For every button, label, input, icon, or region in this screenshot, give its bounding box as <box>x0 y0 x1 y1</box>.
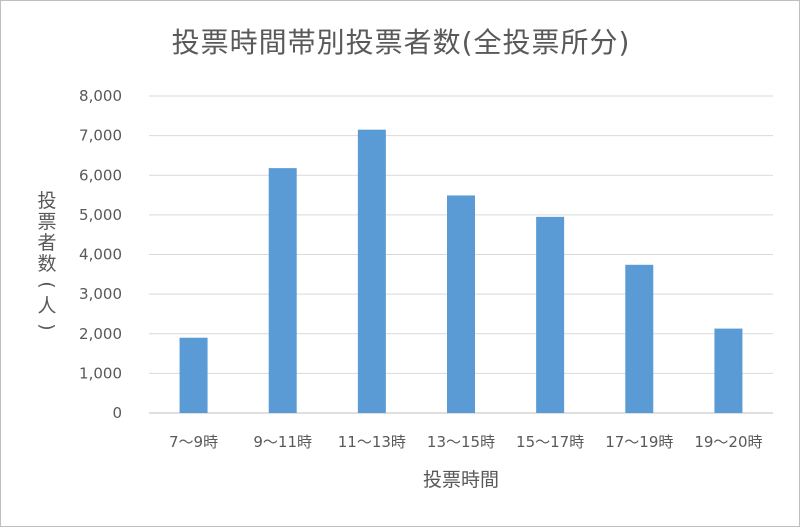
bar <box>714 328 743 413</box>
bar <box>268 168 297 413</box>
bar <box>179 337 208 413</box>
y-tick-label: 0 <box>112 404 122 422</box>
y-tick-label: 7,000 <box>79 127 122 145</box>
y-axis-label-char: ( <box>36 281 58 288</box>
x-axis-label: 投票時間 <box>423 469 499 491</box>
bar <box>625 264 654 413</box>
bar <box>536 216 565 413</box>
y-tick-label: 6,000 <box>79 166 122 184</box>
bar <box>357 129 386 413</box>
y-tick-label: 4,000 <box>79 246 122 264</box>
x-tick-label: 7～9時 <box>169 433 218 451</box>
x-tick-label: 11～13時 <box>338 433 406 451</box>
x-tick-label: 13～15時 <box>427 433 495 451</box>
y-tick-label: 1,000 <box>79 364 122 382</box>
y-tick-label: 3,000 <box>79 285 122 303</box>
y-tick-label: 5,000 <box>79 206 122 224</box>
y-axis-label-char: 票 <box>37 211 56 233</box>
bar <box>447 195 475 413</box>
x-tick-label: 17～19時 <box>605 433 673 451</box>
y-axis-label-char: 数 <box>37 253 56 275</box>
x-tick-label: 9～11時 <box>253 433 312 451</box>
x-tick-label: 19～20時 <box>694 433 762 451</box>
y-axis-label-char: 投 <box>37 190 56 212</box>
y-axis-label-char: ) <box>36 323 58 330</box>
y-tick-label: 8,000 <box>79 87 122 105</box>
y-axis-label-char: 者 <box>37 232 56 254</box>
y-tick-label: 2,000 <box>79 325 122 343</box>
y-axis-label-char: 人 <box>37 295 56 317</box>
x-tick-label: 15～17時 <box>516 433 584 451</box>
chart-title: 投票時間帯別投票者数(全投票所分) <box>171 26 631 59</box>
